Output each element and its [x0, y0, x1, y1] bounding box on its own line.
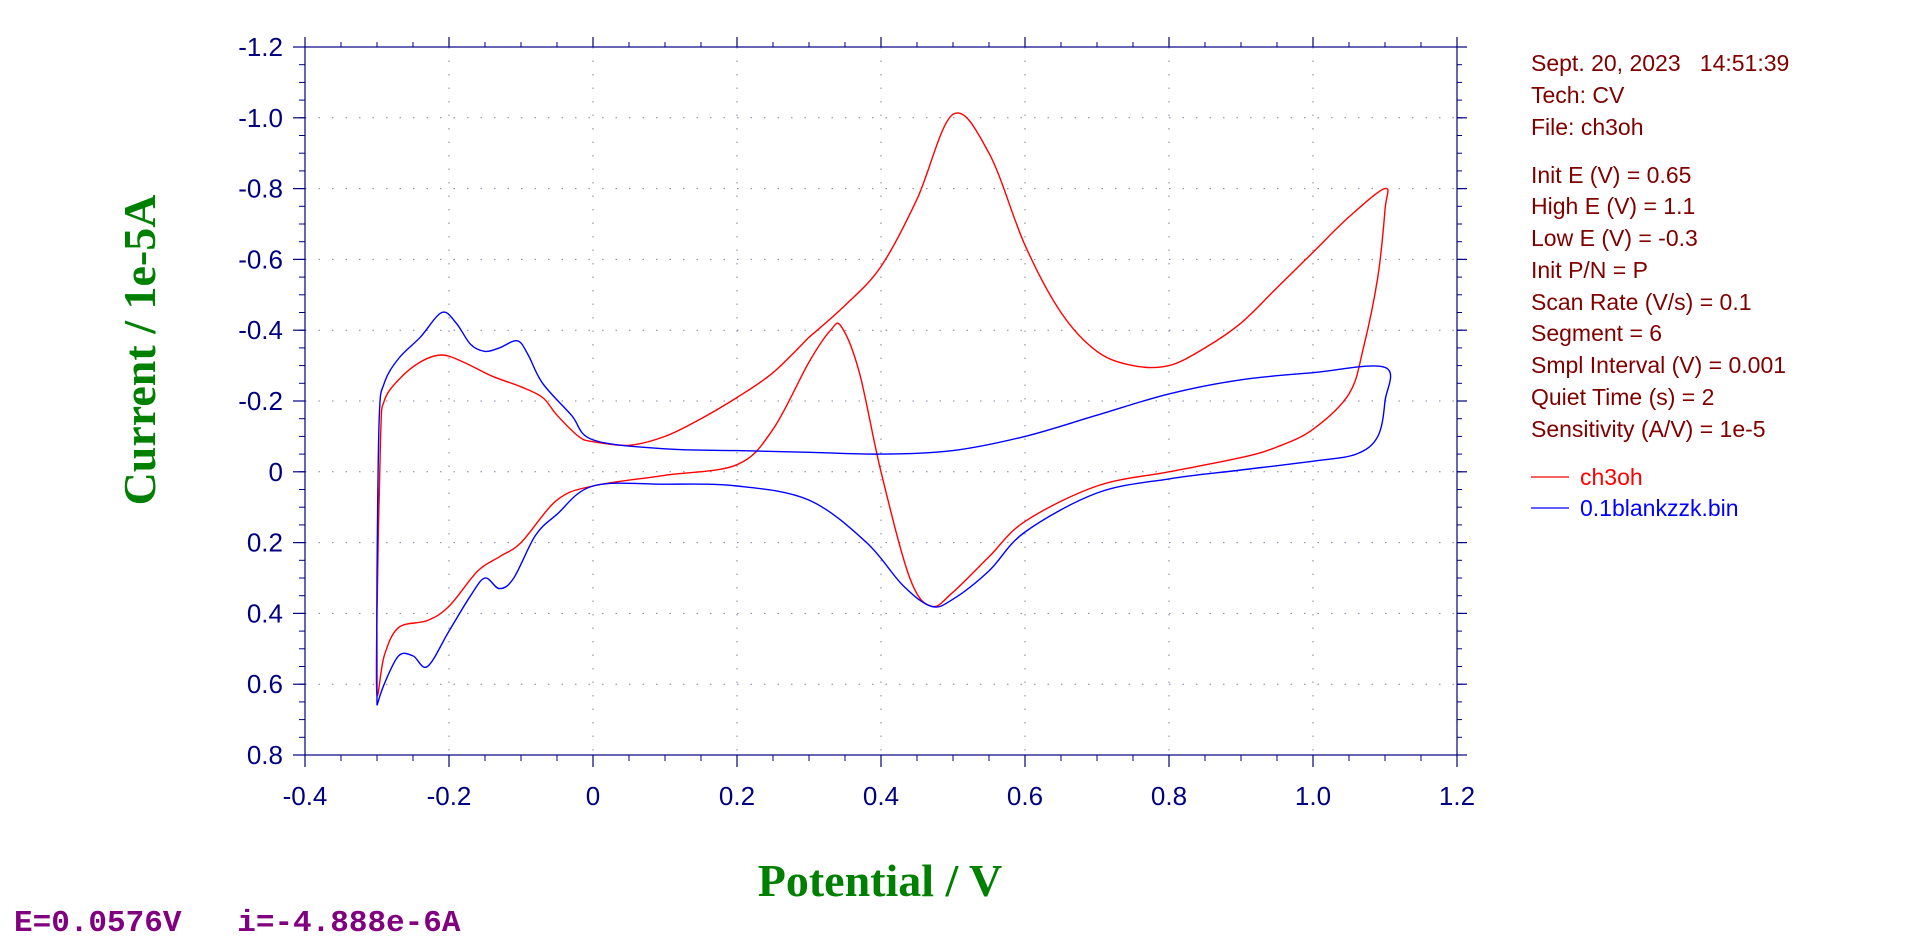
y-tick-label: 0: [269, 457, 283, 487]
x-tick-label: 0.6: [1007, 781, 1043, 811]
info-param: Scan Rate (V/s) = 0.1: [1531, 289, 1752, 315]
x-tick-labels: -0.4 -0.2 0 0.2 0.4 0.6 0.8 1.0 1.2: [283, 781, 1475, 811]
x-tick-label: 0: [586, 781, 600, 811]
grid: [305, 47, 1457, 755]
plot-frame: [304, 46, 1458, 756]
x-tick-label: -0.2: [427, 781, 472, 811]
x-axis-title: Potential / V: [758, 855, 1002, 906]
y-tick-labels: -1.2 -1.0 -0.8 -0.6 -0.4 -0.2 0 0.2 0.4 0.6 0.8: [238, 32, 283, 770]
x-tick-label: 0.2: [719, 781, 755, 811]
info-datetime: Sept. 20, 2023 14:51:39: [1531, 50, 1789, 76]
y-tick-label: -1.0: [238, 103, 283, 133]
x-tick-label: -0.4: [283, 781, 328, 811]
info-tech: Tech: CV: [1531, 82, 1625, 108]
series-line-0: [375, 112, 1389, 697]
y-axis-title: Current / 1e-5A: [114, 195, 165, 506]
y-tick-label: 0.2: [247, 528, 283, 558]
y-tick-label: 0.8: [247, 740, 283, 770]
legend: ch3oh 0.1blankzzk.bin: [1531, 464, 1739, 521]
x-tick-label: 0.4: [863, 781, 899, 811]
info-param: High E (V) = 1.1: [1531, 193, 1695, 219]
info-param: Sensitivity (A/V) = 1e-5: [1531, 416, 1766, 442]
y-tick-label: -0.2: [238, 386, 283, 416]
cursor-readout: E=0.0576V i=-4.888e-6A: [14, 906, 461, 940]
y-tick-label: 0.4: [247, 598, 283, 628]
info-file: File: ch3oh: [1531, 114, 1644, 140]
legend-label-blank: 0.1blankzzk.bin: [1580, 495, 1739, 521]
y-tick-label: -0.4: [238, 315, 283, 345]
info-param: Init E (V) = 0.65: [1531, 162, 1691, 188]
info-param: Low E (V) = -0.3: [1531, 225, 1698, 251]
y-tick-label: -0.6: [238, 244, 283, 274]
x-tick-label: 1.2: [1439, 781, 1475, 811]
series-line-1: [376, 311, 1392, 706]
series-layer: [375, 112, 1392, 706]
axis-ticks: [293, 37, 1467, 767]
y-tick-label: -0.8: [238, 174, 283, 204]
info-param: Smpl Interval (V) = 0.001: [1531, 352, 1786, 378]
info-panel: Sept. 20, 2023 14:51:39 Tech: CV File: c…: [1531, 50, 1789, 442]
x-tick-label: 0.8: [1151, 781, 1187, 811]
info-param: Init P/N = P: [1531, 257, 1648, 283]
y-tick-label: -1.2: [238, 32, 283, 62]
x-tick-label: 1.0: [1295, 781, 1331, 811]
info-param: Quiet Time (s) = 2: [1531, 384, 1714, 410]
y-tick-label: 0.6: [247, 669, 283, 699]
info-param: Segment = 6: [1531, 320, 1662, 346]
legend-label-ch3oh: ch3oh: [1580, 464, 1643, 490]
